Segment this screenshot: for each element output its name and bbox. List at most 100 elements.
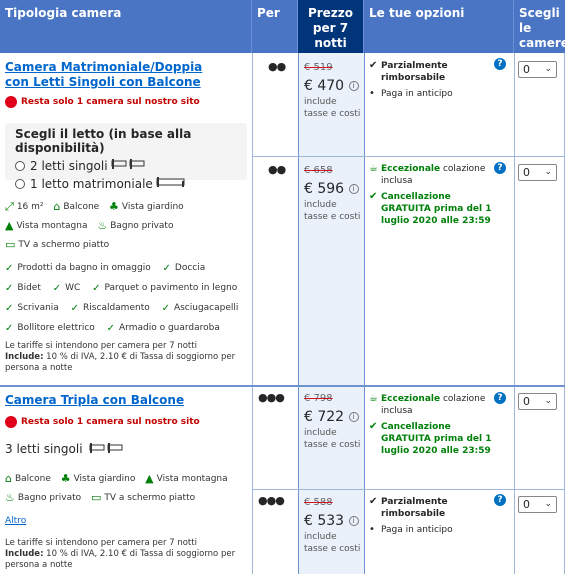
amenity: ✓ Bidet <box>5 279 41 298</box>
check-icon: ✔ <box>369 191 378 202</box>
amenity: ✓ Doccia <box>163 259 206 278</box>
tv-icon: ▭ <box>90 491 102 504</box>
amenity: ✓ Asciugacapelli <box>162 299 239 318</box>
availability-alert: Resta solo 1 camera sul nostro sito <box>5 416 200 428</box>
rate-note: Le tariffe si intendono per camera per 7… <box>5 538 236 570</box>
radio-icon[interactable] <box>15 178 25 189</box>
room-quantity-select[interactable]: 0 ⌄ <box>518 393 557 410</box>
check-icon: ✔ <box>369 60 378 71</box>
info-icon[interactable]: i <box>348 516 359 526</box>
amenity: ✓ Riscaldamento <box>71 299 150 318</box>
facility-tv: ▭ TV a schermo piatto <box>5 236 109 254</box>
balcony-icon: ⌂ <box>53 200 61 213</box>
alert-dot-icon <box>5 96 17 108</box>
availability-alert: Resta solo 1 camera sul nostro sito <box>5 96 200 108</box>
radio-icon[interactable] <box>15 160 25 171</box>
tv-icon: ▭ <box>5 238 16 251</box>
room-name[interactable]: Camera Tripla con Balcone <box>5 393 185 407</box>
bed-option-double[interactable]: 1 letto matrimoniale <box>15 176 237 191</box>
header-price: Prezzo per 7 notti <box>298 0 364 53</box>
room-quantity-select[interactable]: 0 ⌄ <box>518 164 557 181</box>
balcony-icon: ⌂ <box>5 472 12 485</box>
check-icon: ✓ <box>92 283 101 294</box>
rate-note: Le tariffe si intendono per camera per 7… <box>5 341 236 373</box>
chevron-down-icon: ⌄ <box>544 167 552 177</box>
price-block: € 658 € 596 i include tasse e costi <box>304 165 362 223</box>
room-name[interactable]: Camera Matrimoniale/Doppia con Letti Sin… <box>5 60 203 89</box>
coffee-icon: ☕ <box>369 393 378 404</box>
header-options: Le tue opzioni <box>364 0 514 53</box>
facility-tv: ▭ TV a schermo piatto <box>91 489 195 507</box>
price-includes: include tasse e costi <box>304 97 361 119</box>
facility-size: ⤢ 16 m² <box>5 198 44 216</box>
check-icon: ✓ <box>5 323 14 334</box>
old-price: € 588 <box>304 497 333 508</box>
bullet-icon: • <box>369 524 375 535</box>
facilities-list: ⌂ Balcone ♣ Vista giardino ▲ Vista montagna… <box>5 469 250 507</box>
persons-icon: ●●● <box>258 494 285 507</box>
bullet-icon: • <box>369 88 375 99</box>
room-quantity-select[interactable]: 0 ⌄ <box>518 61 557 78</box>
amenity: ✓ Bollitore elettrico <box>5 319 95 338</box>
help-icon[interactable]: ? <box>494 494 506 506</box>
alert-dot-icon <box>5 416 17 428</box>
double-bed-icon <box>156 176 186 191</box>
current-price: € 470 i <box>304 78 362 94</box>
facility-garden: ♣ Vista giardino <box>109 198 184 216</box>
check-icon: ✔ <box>369 421 378 432</box>
bed-info: 3 letti singoli <box>5 442 125 457</box>
header-choose: Scegli le camere <box>514 0 565 53</box>
persons-icon: ●● <box>268 60 286 73</box>
help-icon[interactable]: ? <box>494 392 506 404</box>
check-icon: ✓ <box>70 303 80 314</box>
facility-mountain: ▲ Vista montagna <box>145 470 227 488</box>
tree-icon: ♣ <box>60 472 71 485</box>
offer-options: ✔ Parzialmente rimborsabile • Paga in anti… <box>369 60 453 99</box>
more-link[interactable]: Altro <box>5 516 27 526</box>
price-block: € 798 € 722 i include tasse e costi <box>304 393 362 451</box>
info-icon[interactable]: i <box>348 81 359 91</box>
offer-options: ☕ Eccezionale colazione inclusa ✔ Cancella… <box>369 163 492 226</box>
check-icon: ✓ <box>52 283 62 294</box>
old-price: € 658 <box>304 165 333 176</box>
check-icon: ✓ <box>161 303 170 314</box>
shower-icon: ♨ <box>97 219 108 232</box>
facility-balcony: ⌂ Balcone <box>53 198 99 216</box>
check-icon: ✓ <box>5 283 14 294</box>
check-icon: ✓ <box>5 303 14 314</box>
current-price: € 596 i <box>304 181 362 197</box>
bed-chooser-title: Scegli il letto (in base alla disponibil… <box>15 127 192 155</box>
check-icon: ✔ <box>369 496 378 507</box>
old-price: € 798 <box>304 393 333 404</box>
shower-icon: ♨ <box>5 491 15 504</box>
info-icon[interactable]: i <box>348 412 359 422</box>
help-icon[interactable]: ? <box>494 162 506 174</box>
single-bed-icon <box>89 442 125 457</box>
old-price: € 519 <box>304 62 333 73</box>
room-quantity-select[interactable]: 0 ⌄ <box>518 496 557 513</box>
check-icon: ✓ <box>162 263 171 274</box>
info-icon[interactable]: i <box>348 184 359 194</box>
price-includes: include tasse e costi <box>304 532 361 554</box>
amenity: ✓ Scrivania <box>5 299 59 318</box>
facility-garden: ♣ Vista giardino <box>61 470 136 488</box>
check-icon: ✓ <box>106 323 116 334</box>
mountain-icon: ▲ <box>5 219 14 232</box>
chevron-down-icon: ⌄ <box>544 64 552 74</box>
bed-chooser: Scegli il letto (in base alla disponibil… <box>5 123 247 191</box>
current-price: € 722 i <box>304 409 362 425</box>
chevron-down-icon: ⌄ <box>544 396 552 406</box>
amenity: ✓ Prodotti da bagno in omaggio <box>5 259 151 278</box>
header-room-type: Tipologia camera <box>0 0 252 53</box>
single-bed-icon <box>111 158 147 173</box>
persons-icon: ●●● <box>258 391 285 404</box>
facility-mountain: ▲ Vista montagna <box>5 217 87 235</box>
check-icon: ✓ <box>5 263 14 274</box>
facilities-list: ⤢ 16 m² ⌂ Balcone ♣ Vista giardino ▲ Vista m… <box>5 197 250 254</box>
facility-bathroom: ♨ Bagno privato <box>97 217 173 235</box>
bed-option-twin[interactable]: 2 letti singoli <box>15 158 237 173</box>
size-icon: ⤢ <box>5 200 14 213</box>
price-column-bg <box>298 53 364 574</box>
help-icon[interactable]: ? <box>494 58 506 70</box>
